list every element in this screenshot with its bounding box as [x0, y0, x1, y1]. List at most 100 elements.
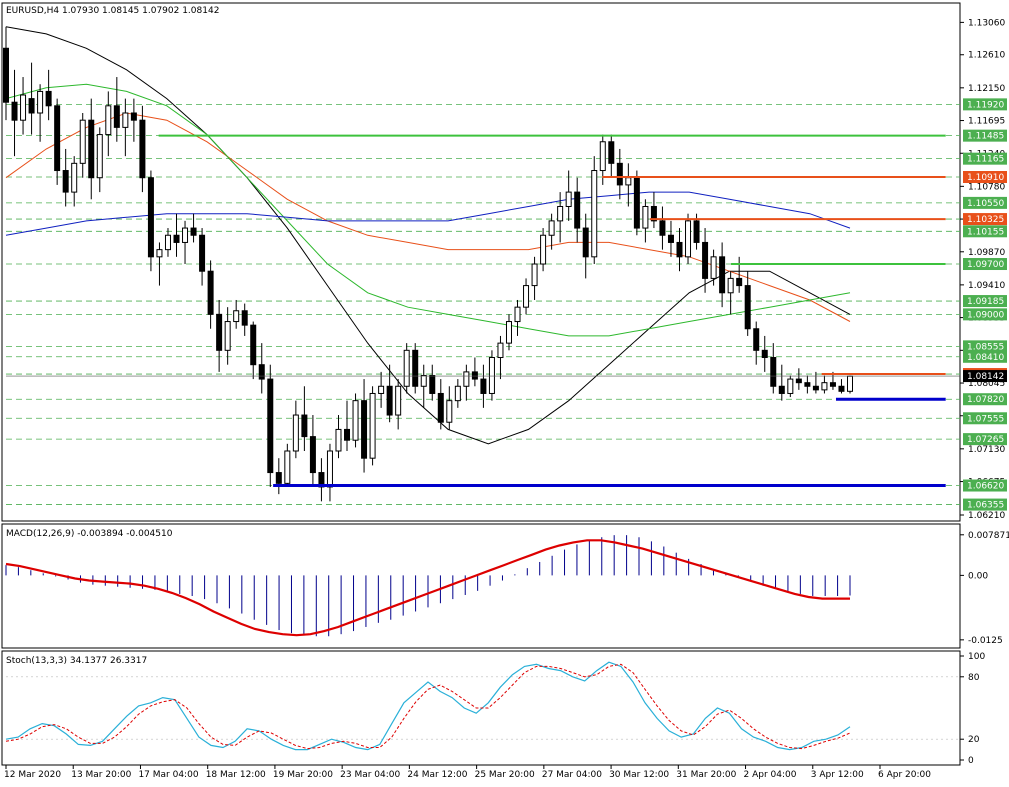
stoch-pane-frame: [1, 650, 961, 766]
candle: [454, 379, 461, 408]
candle-body-bearish: [761, 349, 768, 359]
stoch-tick-label: 0: [968, 756, 974, 766]
candle-body-bullish: [79, 119, 86, 164]
axis-layer: 1.130601.126101.121501.116951.112401.107…: [4, 18, 1009, 780]
level-price-tag-label: 1.11485: [967, 132, 1004, 142]
candle-body-bearish: [778, 385, 785, 394]
candle-body-bearish: [361, 400, 368, 459]
level-price-tag-label: 1.11165: [967, 155, 1004, 165]
candle-body-bearish: [11, 101, 18, 121]
candle: [79, 112, 86, 178]
candle: [770, 343, 777, 394]
candle: [3, 26, 9, 121]
level-price-tag: [963, 295, 1007, 308]
candle: [667, 220, 674, 257]
candle: [514, 299, 521, 336]
candle-body-bullish: [164, 234, 171, 251]
moving-average-green: [5, 83, 851, 337]
candle: [403, 343, 410, 394]
level-price-tag: [963, 479, 1007, 492]
level-price-tag: [963, 225, 1007, 238]
level-price-tag-label: 1.09000: [967, 310, 1004, 320]
candle-body-bearish: [702, 241, 709, 279]
level-price-tag: [963, 393, 1007, 406]
time-tick-label: 23 Mar 04:00: [340, 770, 400, 780]
level-price-tag: [963, 196, 1007, 209]
candle-body-bearish: [28, 98, 35, 114]
candle-body-bearish: [250, 324, 257, 366]
candle-body-bearish: [190, 227, 197, 236]
candle: [420, 364, 427, 408]
moving-average-black: [5, 26, 851, 445]
candle-body-bearish: [344, 428, 351, 441]
candle: [378, 371, 385, 408]
candle-body-bearish: [301, 414, 308, 438]
candle: [488, 350, 495, 401]
price-tick-label: 1.10780: [968, 182, 1005, 192]
candle-body-bearish: [199, 234, 206, 272]
candle-body-bearish: [113, 105, 120, 128]
candle: [258, 343, 265, 394]
candle-body-bullish: [420, 374, 427, 387]
time-tick-label: 31 Mar 20:00: [676, 770, 736, 780]
level-price-tag: [963, 171, 1007, 183]
candle-body-bearish: [582, 227, 589, 258]
stoch-signal-line: [5, 663, 851, 750]
candle: [395, 379, 402, 430]
price-layer: [3, 26, 960, 505]
candle: [591, 156, 598, 265]
candle-body-bullish: [105, 105, 112, 136]
candle: [190, 213, 197, 243]
candle: [386, 364, 393, 423]
candle: [616, 148, 623, 200]
candle-body-bullish: [642, 205, 649, 229]
candle-body-bullish: [446, 400, 453, 423]
level-price-tag-label: 1.10155: [967, 227, 1004, 237]
candle: [804, 375, 811, 394]
level-price-tag-label: 1.07555: [967, 414, 1004, 424]
candle-body-bearish: [693, 220, 700, 243]
candle: [233, 299, 240, 329]
candle-body-bullish: [531, 263, 538, 287]
candle: [309, 415, 316, 487]
candle-body-bearish: [216, 313, 223, 351]
candle: [344, 400, 351, 451]
candle-body-bullish: [71, 162, 78, 193]
candle-body-bullish: [497, 342, 504, 359]
candle-body-bearish: [130, 112, 137, 121]
candle: [352, 393, 359, 448]
candle-body-bullish: [182, 227, 189, 243]
candle-body-bullish: [96, 134, 103, 179]
candle-body-bullish: [20, 94, 27, 121]
candle: [216, 299, 223, 372]
candle-body-bearish: [3, 47, 9, 103]
candle: [565, 170, 572, 221]
price-tick-label: 1.09410: [968, 281, 1005, 291]
time-tick-label: 13 Mar 20:00: [71, 770, 131, 780]
price-tick-label: 1.08045: [968, 379, 1005, 389]
level-price-tag: [963, 350, 1007, 363]
candle-body-bullish: [685, 220, 692, 258]
candle: [361, 379, 368, 473]
candle: [753, 321, 760, 365]
candle: [744, 271, 751, 336]
candle: [62, 148, 69, 207]
time-tick-label: 24 Mar 12:00: [407, 770, 467, 780]
candle: [710, 249, 717, 286]
candle-body-bearish: [744, 285, 751, 330]
price-tick-label: 1.11695: [968, 117, 1005, 127]
price-tick-label: 1.09870: [968, 248, 1005, 258]
candle-body-bullish: [122, 112, 129, 128]
candle: [778, 364, 785, 401]
level-price-tag-label: 1.08410: [967, 353, 1004, 363]
candle-body-bullish: [710, 256, 717, 279]
candle: [147, 170, 154, 272]
candle-body-bullish: [156, 249, 163, 258]
candle-body-bullish: [233, 310, 240, 323]
macd-pane-frame: [1, 523, 961, 649]
candle: [531, 256, 538, 300]
candle: [45, 69, 52, 121]
candle: [207, 260, 214, 329]
candle: [540, 228, 547, 272]
